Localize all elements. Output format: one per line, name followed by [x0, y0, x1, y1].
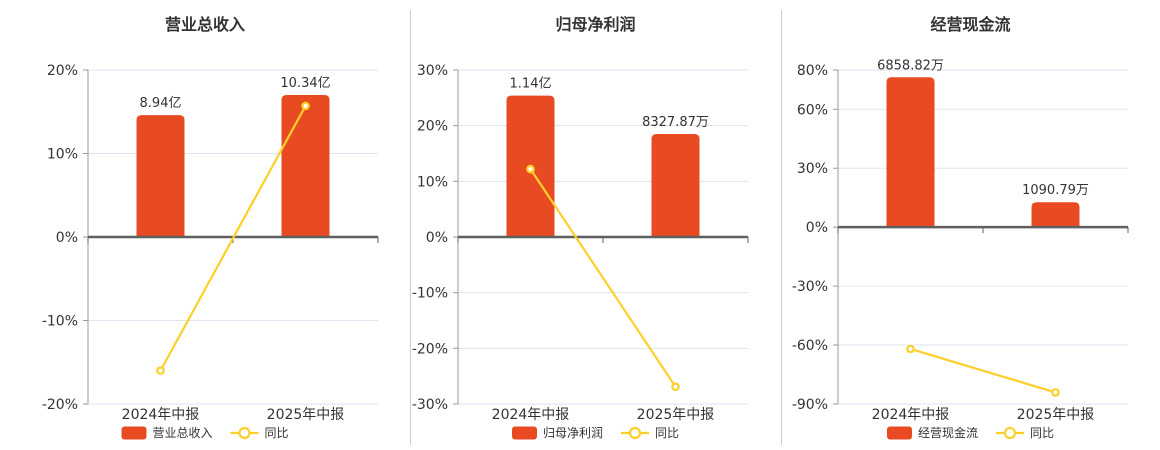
- y-tick-label: -90%: [792, 397, 828, 413]
- legend-item-line[interactable]: 同比: [996, 426, 1054, 440]
- y-tick-label: 20%: [417, 119, 448, 135]
- chart-panel-net-profit: 归母净利润 30% 20% 10% 0% -10% -20% -30% 1.14亿 8327.87…: [410, 0, 781, 450]
- chart-panel-cash-flow: 经营现金流 80% 60% 30% 0% -30% -60% -90% 6858.82万 1090…: [781, 0, 1160, 450]
- legend-bar-swatch-icon: [887, 426, 912, 440]
- x-category-label: 2025年中报: [1017, 407, 1095, 423]
- legend-label: 营业总收入: [153, 426, 213, 440]
- bar-value-label: 8.94亿: [140, 96, 182, 111]
- x-category-label: 2024年中报: [122, 407, 200, 423]
- legend-label: 同比: [1030, 426, 1054, 440]
- bar: [886, 77, 935, 228]
- y-tick-label: 80%: [797, 63, 828, 79]
- y-tick-label: -30%: [792, 279, 828, 295]
- legend-circle-marker-icon: [1003, 426, 1017, 440]
- bar-value-label: 6858.82万: [877, 58, 944, 73]
- yoy-point-marker: [301, 101, 310, 111]
- chart-svg: 归母净利润 30% 20% 10% 0% -10% -20% -30% 1.14亿 8327.87…: [412, 15, 749, 440]
- legend-label: 经营现金流: [918, 425, 978, 440]
- legend-label: 同比: [265, 426, 289, 440]
- yoy-line: [910, 347, 1056, 394]
- y-tick-label: 10%: [417, 174, 448, 190]
- chart-panel-revenue: 营业总收入 20% 10% 0% -10% -20% 8.94亿 10.34亿 2024年中报 2…: [0, 0, 410, 450]
- panel-separator: [410, 10, 411, 445]
- bar-value-label: 8327.87万: [642, 115, 709, 130]
- legend-circle-marker-icon: [238, 426, 251, 440]
- bar-value-label: 1.14亿: [510, 77, 552, 92]
- x-category-label: 2025年中报: [637, 407, 715, 423]
- legend-bar-swatch-icon: [121, 426, 147, 440]
- legend-label: 同比: [655, 426, 679, 440]
- legend-item-bar[interactable]: 归母净利润: [512, 426, 603, 440]
- legend-bar-swatch-icon: [512, 426, 537, 440]
- legend-item-bar[interactable]: 经营现金流: [887, 425, 978, 440]
- x-category-label: 2024年中报: [492, 407, 570, 423]
- yoy-point-marker: [906, 344, 915, 354]
- chart-title: 经营现金流: [930, 15, 1010, 34]
- y-tick-label: 10%: [47, 147, 78, 163]
- legend-item-bar[interactable]: 营业总收入: [121, 426, 213, 440]
- chart-title: 归母净利润: [555, 15, 635, 34]
- bar: [281, 95, 330, 237]
- bar-value-label: 1090.79万: [1022, 183, 1089, 198]
- y-tick-label: 30%: [797, 161, 828, 177]
- legend-item-line[interactable]: 同比: [621, 426, 679, 440]
- panel-separator: [781, 10, 782, 445]
- yoy-line: [159, 105, 307, 372]
- y-tick-label: 0%: [56, 230, 78, 246]
- y-tick-label: -60%: [792, 338, 828, 354]
- yoy-point-marker: [671, 382, 680, 392]
- y-tick-label: -30%: [412, 397, 448, 413]
- legend-label: 归母净利润: [543, 426, 603, 440]
- bar: [651, 134, 700, 237]
- y-tick-label: 30%: [417, 63, 448, 79]
- yoy-point-marker: [156, 366, 165, 375]
- x-category-label: 2025年中报: [267, 407, 345, 423]
- bar: [136, 115, 185, 237]
- yoy-point-marker: [526, 164, 535, 174]
- y-tick-label: 20%: [47, 63, 78, 79]
- chart-svg: 营业总收入 20% 10% 0% -10% -20% 8.94亿 10.34亿 2024年中报 2…: [42, 15, 379, 440]
- legend-circle-marker-icon: [628, 426, 642, 440]
- y-tick-label: 60%: [797, 102, 828, 118]
- yoy-line: [529, 168, 677, 388]
- chart-title: 营业总收入: [165, 15, 245, 34]
- legend-item-line[interactable]: 同比: [230, 426, 289, 440]
- x-category-label: 2024年中报: [872, 407, 950, 423]
- yoy-point-marker: [1051, 388, 1060, 397]
- y-tick-label: -10%: [42, 314, 78, 330]
- y-tick-label: -20%: [412, 341, 448, 357]
- y-tick-label: 0%: [426, 230, 448, 246]
- y-tick-label: -20%: [42, 397, 78, 413]
- y-tick-label: 0%: [806, 220, 828, 236]
- bar: [1031, 202, 1080, 228]
- y-tick-label: -10%: [412, 286, 448, 302]
- bar-value-label: 10.34亿: [280, 76, 330, 91]
- chart-svg: 经营现金流 80% 60% 30% 0% -30% -60% -90% 6858.82万 1090…: [792, 15, 1129, 440]
